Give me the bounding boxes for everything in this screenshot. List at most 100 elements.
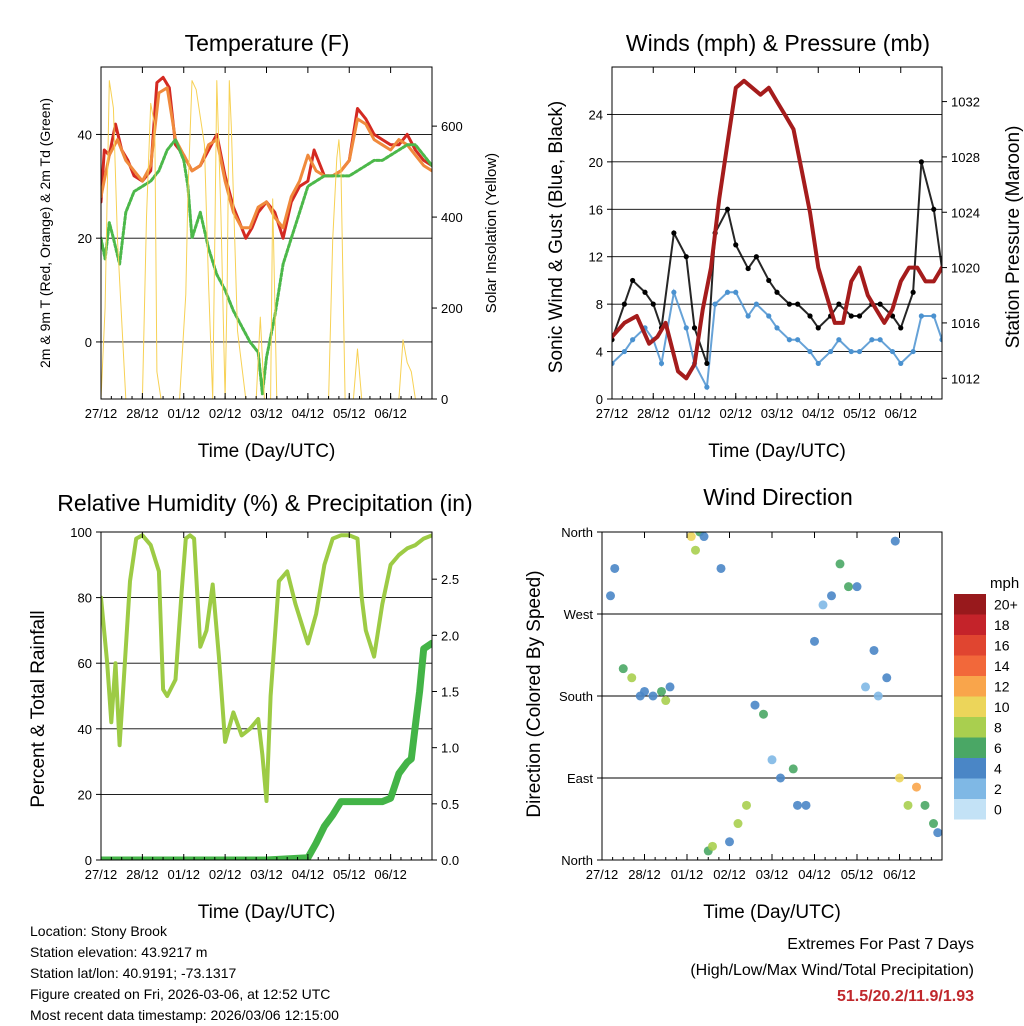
- x-tick-label: 03/12: [761, 406, 794, 421]
- direction-point: [929, 819, 938, 829]
- x-tick-label: 05/12: [333, 406, 366, 421]
- x-tick-label: 27/12: [85, 867, 118, 882]
- y-tick-label: 20: [78, 787, 92, 802]
- y-tick-label: 0: [596, 392, 603, 407]
- x-tick-label: 01/12: [678, 406, 711, 421]
- chart-title-temperature: Temperature (F): [185, 30, 350, 56]
- y-tick-label: 20: [78, 231, 92, 246]
- extremes-subtitle: (High/Low/Max Wind/Total Precipitation): [690, 962, 974, 979]
- plot-area-humidity: [101, 533, 432, 860]
- legend-swatch: [954, 594, 986, 615]
- panel-humidity: 27/12 28/12 01/12 02/12 03/12 04/12 05/12 06/12…: [28, 490, 473, 923]
- series-relative-humidity: [101, 533, 432, 803]
- y-tick-label: East: [567, 771, 593, 786]
- x-tick-label: 04/12: [798, 867, 831, 882]
- legend-label: 16: [994, 637, 1010, 653]
- x-tick-label: 01/12: [167, 867, 200, 882]
- legend-swatch: [954, 635, 986, 656]
- legend-title: mph: [990, 575, 1019, 592]
- direction-point: [793, 800, 802, 810]
- direction-point: [661, 696, 671, 706]
- legend-label: 18: [994, 617, 1010, 633]
- plot-area-temperature: [101, 75, 432, 399]
- x-tick-label: 05/12: [843, 406, 876, 421]
- direction-point: [750, 700, 760, 710]
- y-tick-label: 8: [596, 297, 603, 312]
- y-tick-label: 16: [589, 202, 603, 217]
- y2-tick-label: 1.0: [441, 741, 459, 756]
- direction-point: [733, 819, 743, 829]
- direction-point: [716, 563, 726, 573]
- y-tick-label: North: [561, 853, 593, 868]
- direction-point: [788, 764, 798, 774]
- x-tick-label: 04/12: [292, 867, 325, 882]
- y2-tick-label: 400: [441, 210, 463, 225]
- x-tick-label: 27/12: [85, 406, 118, 421]
- x-axis-label: Time (Day/UTC): [198, 902, 336, 923]
- legend-label: 14: [994, 658, 1010, 674]
- x-tick-label: 28/12: [637, 406, 670, 421]
- y-axis-label: Direction (Colored By Speed): [524, 570, 545, 817]
- direction-point: [861, 682, 870, 692]
- x-tick-label: 04/12: [802, 406, 835, 421]
- direction-point: [818, 600, 828, 610]
- y2-tick-label: 200: [441, 301, 463, 316]
- y-axis-label: 2m & 9m T (Red, Orange) & 2m Td (Green): [37, 98, 53, 368]
- plot-area-winds: [612, 78, 942, 391]
- x-tick-label: 01/12: [671, 867, 704, 882]
- y2-tick-label: 600: [441, 119, 463, 134]
- chart-title-winds: Winds (mph) & Pressure (mb): [626, 30, 930, 56]
- series-solar-insolation: [101, 80, 432, 399]
- legend-swatch: [954, 676, 986, 697]
- location-text: Location: Stony Brook: [30, 923, 167, 939]
- y2-tick-label: 1.5: [441, 685, 459, 700]
- direction-point: [606, 591, 615, 601]
- legend-label: 0: [994, 801, 1002, 817]
- direction-point: [648, 691, 658, 701]
- direction-point: [920, 800, 930, 810]
- x-tick-label: 03/12: [250, 867, 283, 882]
- y-axis-label: Percent & Total Rainfall: [28, 610, 49, 807]
- series-sonic-wind: [612, 288, 942, 391]
- legend-swatch: [954, 799, 986, 820]
- y-tick-label: 0: [85, 853, 92, 868]
- direction-point: [890, 536, 900, 546]
- chart-title-wind_direction: Wind Direction: [703, 484, 853, 510]
- x-tick-label: 05/12: [333, 867, 366, 882]
- y2-tick-label: 1020: [951, 261, 980, 276]
- y-axis-label: Sonic Wind & Gust (Blue, Black): [546, 101, 567, 373]
- x-tick-label: 02/12: [209, 867, 242, 882]
- x-tick-label: 01/12: [167, 406, 200, 421]
- y-tick-label: 40: [78, 722, 92, 737]
- x-tick-label: 02/12: [719, 406, 752, 421]
- direction-point: [903, 800, 913, 810]
- y2-tick-label: 1016: [951, 316, 980, 331]
- x-tick-label: 03/12: [250, 406, 283, 421]
- panel-wind_direction: mph 20+ 18 16 14 12 10 8 6 4 2 0 27/12 28/12 01/12 02/1…: [524, 484, 1019, 923]
- panel-winds: 27/12 28/12 01/12 02/12 03/12 04/12 05/12 06/12…: [546, 30, 1024, 462]
- x-tick-label: 06/12: [374, 406, 407, 421]
- series-station-pressure: [612, 78, 942, 381]
- x-tick-label: 02/12: [713, 867, 746, 882]
- x-tick-label: 27/12: [586, 867, 619, 882]
- x-tick-label: 04/12: [292, 406, 325, 421]
- direction-point: [933, 828, 942, 838]
- legend-swatch: [954, 614, 986, 635]
- direction-point: [827, 591, 836, 601]
- y2-tick-label: 2.0: [441, 628, 459, 643]
- direction-point: [742, 800, 751, 810]
- direction-point: [844, 582, 853, 592]
- direction-point: [640, 686, 649, 696]
- panel-temperature: 27/12 28/12 01/12 02/12 03/12 04/12 05/12 06/12…: [37, 30, 500, 462]
- direction-point: [801, 800, 811, 810]
- plot-area-wind_direction: [606, 532, 942, 856]
- direction-point: [610, 563, 620, 573]
- chart-title-humidity: Relative Humidity (%) & Precipitation (i…: [57, 490, 472, 516]
- legend-swatch: [954, 737, 986, 758]
- y2-axis-label: Station Pressure (Maroon): [1003, 126, 1024, 349]
- x-tick-label: 28/12: [126, 867, 159, 882]
- x-tick-label: 06/12: [883, 867, 916, 882]
- legend-swatch: [954, 778, 986, 799]
- direction-point: [767, 755, 777, 765]
- y2-tick-label: 0: [441, 392, 448, 407]
